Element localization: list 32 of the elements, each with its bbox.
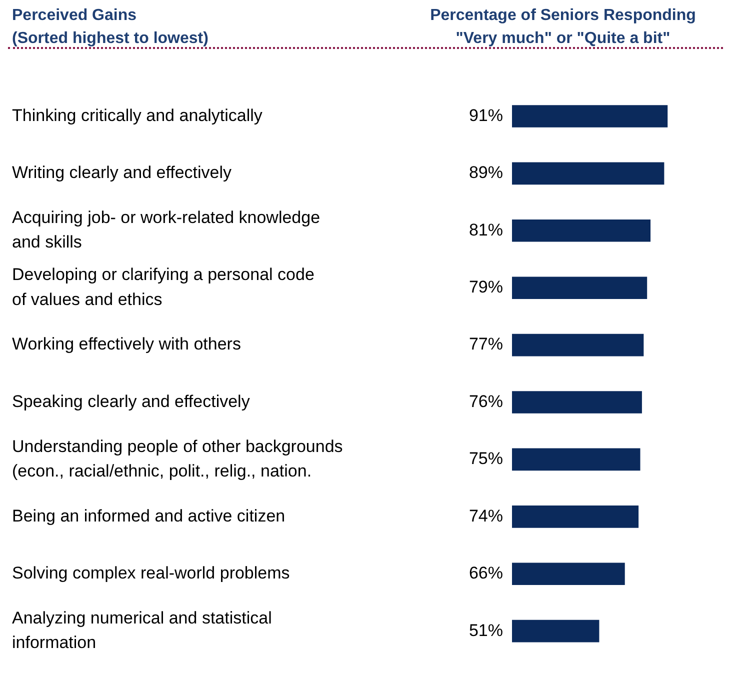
bar [512,620,600,642]
data-label: 79% [468,278,503,297]
y-tick-label: Understanding people of other backgrounds (econ., racial/ethnic, polit., relig., nation. [12,436,343,480]
data-label: 81% [468,220,503,240]
bar [512,391,642,414]
data-label: 76% [468,392,503,411]
y-tick-label: Analyzing numerical and statistical information [12,608,272,652]
bar [512,105,668,128]
data-label: 66% [468,564,503,583]
y-tick-label: Solving complex real-world problems [12,564,290,583]
bar [512,448,640,471]
bar [512,562,625,586]
bar [512,506,639,528]
data-label: 51% [468,620,503,640]
y-axis-title: Perceived Gains (Sorted highest to lowest) [12,6,208,49]
data-label: 77% [468,334,503,354]
y-tick-label: Being an informed and active citizen [12,506,286,526]
y-tick-label: Developing or clarifying a personal code of values and ethics [12,265,314,309]
bar [512,334,644,356]
y-tick-label: Acquiring job- or work-related knowledge and skills [12,208,320,252]
data-label: 75% [468,449,503,468]
chart-title: Percentage of Seniors Responding "Very much" or "Quite a bit" [429,6,697,49]
y-tick-label: Speaking clearly and effectively [12,392,250,411]
bar [512,162,664,185]
y-tick-label: Writing clearly and effectively [12,163,232,182]
data-label: 89% [468,163,503,182]
y-tick-label: Thinking critically and analytically [12,106,263,125]
data-label: 91% [468,106,503,125]
bar [512,276,648,300]
data-label: 74% [468,506,503,526]
y-tick-label: Working effectively with others [12,334,241,354]
bar [512,220,651,242]
